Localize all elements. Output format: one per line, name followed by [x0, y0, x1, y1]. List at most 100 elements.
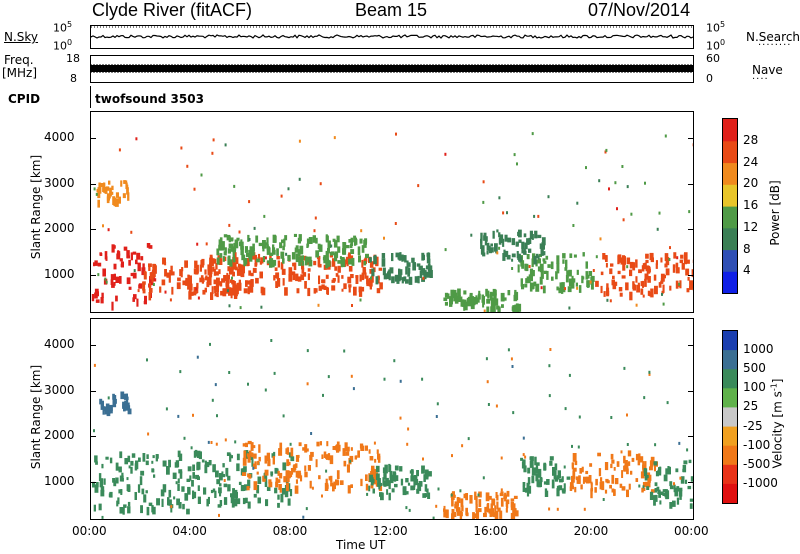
velocity-colorbar-tick: 100 [743, 380, 766, 395]
echo-noise [638, 484, 641, 488]
echo-cell [687, 276, 690, 281]
echo-region-7 [595, 252, 693, 301]
echo-cell [350, 274, 354, 279]
echo-cell [537, 234, 542, 239]
echo-cell [104, 406, 108, 415]
echo-cell [126, 250, 130, 259]
echo-cell [226, 234, 231, 241]
echo-cell [218, 473, 223, 481]
echo-cell [530, 456, 534, 461]
echo-cell [235, 287, 239, 295]
echo-cell [119, 475, 124, 482]
echo-cell [243, 484, 248, 491]
echo-cell [444, 292, 449, 298]
echo-cell [521, 461, 526, 469]
echo-cell [99, 183, 104, 188]
echo-cell [473, 513, 477, 519]
echo-cell [136, 252, 141, 260]
echo-cell [428, 471, 432, 477]
echo-cell [204, 287, 207, 293]
echo-cell [97, 199, 100, 208]
echo-cell [530, 282, 535, 289]
echo-cell [648, 474, 652, 481]
echo-cell [411, 257, 415, 263]
y-tick-mark [688, 390, 694, 392]
echo-cell [169, 270, 173, 276]
echo-cell [236, 237, 240, 241]
echo-region-4 [443, 490, 519, 519]
power-heatmap [91, 132, 693, 312]
echo-cell [230, 495, 235, 504]
echo-cell [115, 276, 119, 283]
echo-cell [529, 230, 533, 240]
echo-noise [322, 393, 324, 397]
echo-cell [216, 290, 219, 298]
echo-cell [681, 262, 685, 270]
echo-cell [344, 442, 348, 452]
echo-noise [626, 443, 629, 446]
echo-cell [640, 288, 644, 295]
echo-cell [329, 455, 334, 465]
echo-cell [382, 267, 386, 276]
echo-noise [495, 404, 498, 408]
echo-cell [626, 489, 629, 498]
echo-cell [118, 466, 122, 473]
echo-cell [297, 249, 301, 256]
velocity-ylabel: Slant Range [km] [29, 364, 43, 470]
echo-cell [571, 462, 574, 468]
echo-cell [253, 493, 257, 498]
echo-cell [556, 263, 560, 271]
echo-cell [257, 460, 260, 465]
echo-cell [234, 239, 239, 249]
echo-cell [357, 246, 361, 256]
echo-cell [232, 251, 235, 260]
echo-cell [219, 500, 223, 507]
echo-cell [277, 470, 280, 476]
echo-noise [659, 466, 662, 470]
echo-cell [124, 405, 128, 411]
echo-cell [215, 271, 219, 276]
echo-noise [444, 248, 447, 252]
echo-cell [654, 285, 658, 295]
echo-cell [275, 477, 279, 485]
echo-cell [515, 241, 519, 247]
echo-cell [444, 301, 448, 306]
echo-cell [258, 456, 261, 462]
echo-cell [569, 482, 574, 489]
freq-label: Freq. [4, 53, 34, 67]
echo-cell [364, 272, 367, 279]
echo-cell [455, 505, 459, 512]
echo-cell [124, 404, 128, 408]
echo-cell [321, 284, 325, 290]
echo-noise [352, 387, 355, 391]
echo-cell [565, 275, 569, 283]
echo-cell [264, 469, 269, 476]
echo-cell [140, 256, 144, 261]
echo-cell [213, 279, 217, 285]
echo-noise [664, 134, 667, 138]
freq-top-tick: 18 [66, 52, 80, 65]
echo-cell [524, 283, 528, 288]
echo-cell [298, 473, 302, 478]
echo-cell [127, 192, 130, 201]
y-tick-label: 3000 [44, 175, 75, 190]
echo-cell [308, 259, 313, 267]
echo-cell [493, 297, 496, 303]
echo-cell [284, 287, 288, 296]
echo-noise [577, 445, 580, 449]
echo-cell [272, 244, 275, 251]
echo-noise [572, 224, 575, 227]
echo-cell [180, 269, 183, 278]
power-colorbar-swatch [723, 119, 737, 142]
nsearch-label: N.Search [746, 30, 800, 44]
echo-cell [450, 289, 455, 299]
echo-cell [402, 486, 407, 496]
echo-cell [233, 242, 237, 251]
echo-cell [535, 253, 539, 258]
echo-cell [350, 249, 355, 254]
echo-cell [389, 474, 394, 484]
echo-cell [319, 441, 322, 446]
echo-cell [97, 262, 102, 267]
echo-noise [383, 236, 385, 240]
echo-cell [520, 278, 523, 287]
